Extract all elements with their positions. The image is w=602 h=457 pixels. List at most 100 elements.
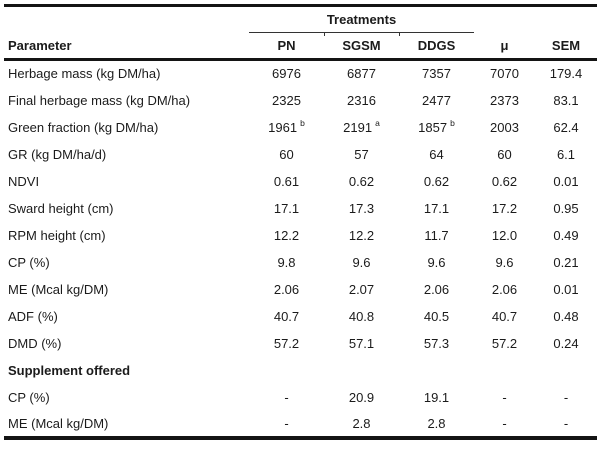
value-cell: 0.62 xyxy=(491,173,518,189)
value-cell: 2325 xyxy=(272,92,301,108)
treatments-table: Treatments Parameter PN SGSM DDGS μ SEM … xyxy=(4,4,597,440)
table-body: Herbage mass (kg DM/ha) 6976 6877 7357 7070 1… xyxy=(4,60,597,438)
value-cell: 20.9 xyxy=(348,389,375,405)
value-cell: 17.2 xyxy=(491,200,518,216)
value-cell: 2.06 xyxy=(423,281,450,297)
column-header-sgsm: SGSM xyxy=(324,32,399,61)
table-row: ME (Mcal kg/DM) 2.06 2.07 2.06 2.06 0.01 xyxy=(4,276,597,303)
table-row: CP (%) - 20.9 19.1 - - xyxy=(4,384,597,411)
parameter-cell: ADF (%) xyxy=(8,308,58,324)
value-cell: 9.6 xyxy=(495,254,514,270)
value-cell: 57 xyxy=(354,146,369,162)
table-row: ME (Mcal kg/DM) - 2.8 2.8 - - xyxy=(4,411,597,438)
table-row: CP (%) 9.8 9.6 9.6 9.6 0.21 xyxy=(4,249,597,276)
column-header-mu: μ xyxy=(474,32,535,61)
value-cell: 2.06 xyxy=(491,281,518,297)
value-cell: 57.2 xyxy=(491,335,518,351)
parameter-cell: Sward height (cm) xyxy=(8,200,114,216)
value-cell: 17.3 xyxy=(348,200,375,216)
value-cell: 0.95 xyxy=(553,200,579,216)
value-cell: 1961 b xyxy=(268,118,305,135)
value-cell: 2.06 xyxy=(273,281,300,297)
value-cell: 17.1 xyxy=(423,200,450,216)
parameter-cell: Final herbage mass (kg DM/ha) xyxy=(8,92,191,108)
value-cell: - xyxy=(284,415,289,431)
value-cell: - xyxy=(563,389,569,405)
value-cell: 60 xyxy=(497,146,512,162)
value-cell: 12.2 xyxy=(273,227,300,243)
value-cell: 64 xyxy=(429,146,444,162)
value-cell: 2.07 xyxy=(348,281,375,297)
significance-superscript: b xyxy=(300,118,305,129)
parameter-cell: NDVI xyxy=(8,173,40,189)
value-cell: 1857 b xyxy=(418,118,455,135)
value-cell xyxy=(249,357,324,384)
column-header-parameter: Parameter xyxy=(4,32,249,61)
table-row: DMD (%) 57.2 57.1 57.3 57.2 0.24 xyxy=(4,330,597,357)
table-row: RPM height (cm) 12.2 12.2 11.7 12.0 0.49 xyxy=(4,222,597,249)
table-row: Green fraction (kg DM/ha) 1961 b 2191 a 1857 b… xyxy=(4,114,597,141)
section-label: Supplement offered xyxy=(8,362,131,378)
value-cell: 40.8 xyxy=(348,308,375,324)
value-cell: 2.8 xyxy=(427,415,446,431)
value-cell: 60 xyxy=(279,146,294,162)
value-cell: 12.2 xyxy=(348,227,375,243)
column-header-sem: SEM xyxy=(535,32,597,61)
parameter-cell: Herbage mass (kg DM/ha) xyxy=(8,66,161,82)
column-header-ddgs: DDGS xyxy=(399,32,474,61)
value-cell: 9.6 xyxy=(427,254,446,270)
value-cell: 83.1 xyxy=(553,92,579,108)
treatments-group-row: Treatments xyxy=(4,5,597,35)
value-cell: 57.2 xyxy=(273,335,300,351)
value-cell: 11.7 xyxy=(424,227,449,243)
value-cell: - xyxy=(502,415,507,431)
empty-header-cell xyxy=(535,6,597,33)
value-cell: 57.3 xyxy=(423,335,450,351)
parameter-cell: DMD (%) xyxy=(8,335,62,351)
parameter-cell: RPM height (cm) xyxy=(8,227,106,243)
table-row: Final herbage mass (kg DM/ha) 2325 2316 247… xyxy=(4,87,597,114)
table-row: Herbage mass (kg DM/ha) 6976 6877 7357 7070 1… xyxy=(4,60,597,87)
value-cell xyxy=(474,357,535,384)
value-cell xyxy=(399,357,474,384)
table-row: Sward height (cm) 17.1 17.3 17.1 17.2 0.95 xyxy=(4,195,597,222)
table-row: GR (kg DM/ha/d) 60 57 64 60 6.1 xyxy=(4,141,597,168)
significance-superscript: b xyxy=(450,118,455,129)
value-cell: 2191 a xyxy=(343,118,380,135)
value-cell: 179.4 xyxy=(549,66,583,82)
value-cell: 0.61 xyxy=(273,173,300,189)
value-cell: 2477 xyxy=(422,92,451,108)
value-cell: 2003 xyxy=(490,119,519,135)
value-cell: 0.21 xyxy=(553,254,579,270)
value-cell: 62.4 xyxy=(553,119,579,135)
value-cell: 40.7 xyxy=(273,308,300,324)
value-cell: 2373 xyxy=(490,92,519,108)
empty-header-cell xyxy=(474,6,535,33)
value-cell: 0.62 xyxy=(348,173,375,189)
value-cell: 0.01 xyxy=(553,281,579,297)
value-cell: - xyxy=(284,389,289,405)
value-cell: 19.1 xyxy=(423,389,450,405)
parameter-cell: Green fraction (kg DM/ha) xyxy=(8,119,159,135)
section-header-row: Supplement offered xyxy=(4,357,597,384)
value-cell xyxy=(324,357,399,384)
empty-header-cell xyxy=(4,6,249,33)
value-cell: 40.5 xyxy=(423,308,450,324)
significance-superscript: a xyxy=(375,118,380,129)
parameter-cell: ME (Mcal kg/DM) xyxy=(8,281,109,297)
value-cell: 0.24 xyxy=(553,335,579,351)
value-cell: 17.1 xyxy=(273,200,300,216)
value-cell: - xyxy=(502,389,507,405)
value-cell: 9.6 xyxy=(352,254,371,270)
value-cell: 6.1 xyxy=(556,146,576,162)
value-cell: 0.62 xyxy=(423,173,450,189)
treatments-group-header: Treatments xyxy=(249,5,474,35)
value-cell: 7070 xyxy=(490,66,519,82)
value-cell: 57.1 xyxy=(348,335,375,351)
value-cell: 7357 xyxy=(422,66,451,82)
value-cell: 12.0 xyxy=(491,227,518,243)
value-cell: 9.8 xyxy=(277,254,296,270)
value-cell: 0.49 xyxy=(553,227,579,243)
value-cell: 0.01 xyxy=(553,173,579,189)
